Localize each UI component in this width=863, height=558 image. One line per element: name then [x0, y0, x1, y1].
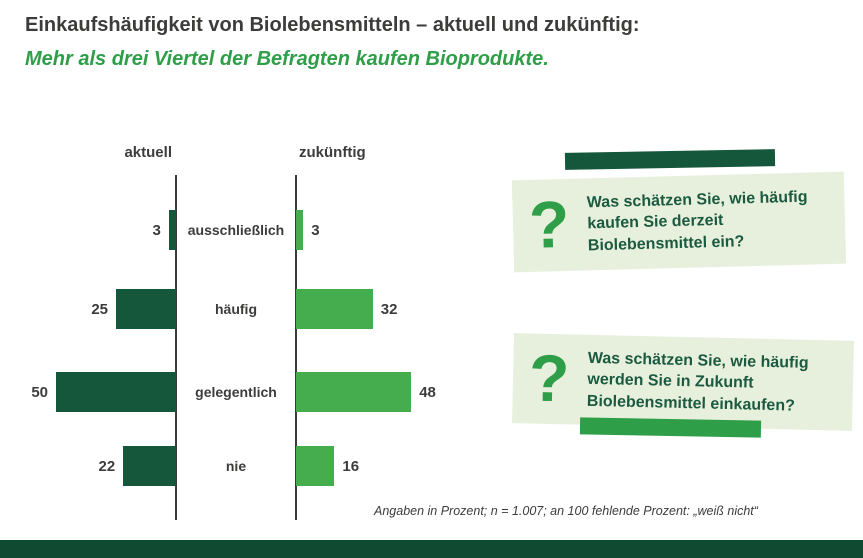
zukuenftig-value-label: 3 — [311, 221, 320, 239]
page-subtitle: Mehr als drei Viertel der Befragten kauf… — [25, 48, 549, 70]
aktuell-cell: 50 — [0, 372, 176, 412]
chart-row: 3 ausschließlich 3 — [0, 210, 490, 250]
aktuell-cell: 3 — [0, 210, 176, 250]
zukuenftig-cell: 3 — [296, 210, 490, 250]
chart-row: 22 nie 16 — [0, 446, 490, 486]
aktuell-value-label: 3 — [152, 221, 161, 239]
bottom-strip — [0, 540, 863, 558]
chart-row: 25 häufig 32 — [0, 289, 490, 329]
aktuell-cell: 25 — [0, 289, 176, 329]
zukuenftig-bar — [296, 210, 304, 250]
aktuell-bar — [56, 372, 176, 412]
zukuenftig-bar — [296, 446, 335, 486]
zukuenftig-value-label: 32 — [380, 300, 398, 318]
category-label: nie — [225, 458, 247, 474]
decoration-bar-dark-green — [564, 149, 776, 170]
page-title: Einkaufshäufigkeit von Biolebensmitteln … — [25, 14, 640, 36]
category-label: gelegentlich — [195, 384, 277, 400]
zukuenftig-value-label: 16 — [342, 457, 360, 475]
zukuenftig-cell: 16 — [296, 446, 490, 486]
question-text-future: Was schätzen Sie, wie häufig werden Sie … — [586, 350, 809, 415]
aktuell-cell: 22 — [0, 446, 176, 486]
question-mark-icon: ? — [528, 340, 571, 416]
aktuell-bar — [116, 289, 176, 329]
aktuell-value-label: 50 — [31, 383, 48, 401]
zukuenftig-cell: 48 — [296, 372, 490, 412]
aktuell-value-label: 22 — [98, 457, 116, 475]
zukuenftig-bar — [296, 289, 373, 329]
category-label: häufig — [215, 301, 257, 317]
decoration-bar-green — [579, 417, 762, 438]
column-header-aktuell: aktuell — [124, 144, 172, 161]
column-header-zukuenftig: zukünftig — [299, 144, 366, 161]
question-text-current: Was schätzen Sie, wie häufig kaufen Sie … — [586, 188, 808, 254]
butterfly-chart: aktuell zukünftig 3 ausschließlich 3 25 häuf… — [0, 130, 500, 550]
category-label: ausschließlich — [187, 222, 285, 238]
aktuell-bar — [168, 210, 176, 250]
zukuenftig-cell: 32 — [296, 289, 490, 329]
question-box-future: ? Was schätzen Sie, wie häufig werden Si… — [512, 333, 854, 431]
right-axis-line — [295, 175, 297, 520]
footnote: Angaben in Prozent; n = 1.007; an 100 fe… — [374, 504, 758, 518]
zukuenftig-bar — [296, 372, 412, 412]
left-axis-line — [175, 175, 177, 520]
question-mark-icon: ? — [528, 187, 571, 263]
zukuenftig-value-label: 48 — [419, 383, 436, 401]
chart-row: 50 gelegentlich 48 — [0, 372, 490, 412]
question-box-current: ? Was schätzen Sie, wie häufig kaufen Si… — [511, 171, 847, 273]
aktuell-bar — [123, 446, 176, 486]
aktuell-value-label: 25 — [91, 300, 108, 318]
